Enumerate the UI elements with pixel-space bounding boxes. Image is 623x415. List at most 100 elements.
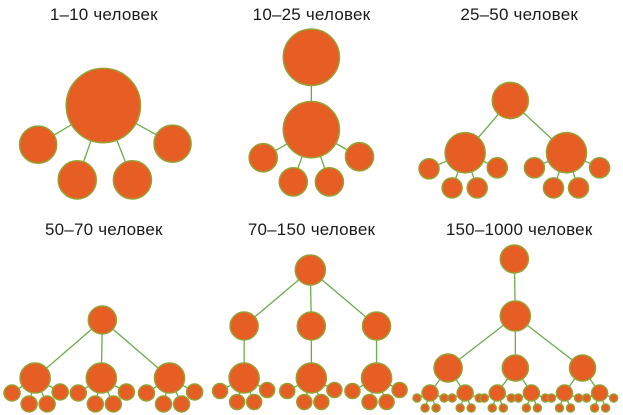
org-node-circle [447,393,458,403]
org-node-circle [295,362,327,394]
org-node-circle [85,362,118,394]
org-node-circle [590,403,600,413]
org-node-circle [278,167,308,197]
org-node-circle [185,383,204,401]
org-node-circle [104,395,123,413]
org-node-circle [278,382,296,400]
org-node-circle [282,28,340,87]
org-node-circle [154,395,173,413]
org-node-circle [112,160,153,200]
org-node-circle [87,305,118,335]
org-node-circle [211,382,228,400]
org-node-circle [487,403,498,413]
org-node-circle [569,354,597,382]
org-node-circle [227,362,260,394]
org-node-circle [582,393,592,403]
org-tree-svg [418,81,611,199]
org-node-circle [547,393,557,403]
panel-25-50-people: 25–50 человек [415,0,623,208]
org-node-circle [295,393,313,411]
org-node-circle [245,393,263,411]
org-node-circle [441,177,464,199]
org-node-circle [601,403,611,413]
org-node-circle [488,384,507,402]
panel-title: 10–25 человек [252,5,371,24]
org-node-circle [439,393,450,403]
org-node-circle [566,403,576,413]
org-node-circle [574,393,584,403]
org-node-circle [486,157,509,179]
org-tree-svg [18,67,192,200]
org-node-circle [542,177,565,199]
org-node-circle [498,403,509,413]
panel-50-70-people: 50–70 человек [0,208,208,415]
panel-150-1000-people: 150–1000 человек [412,208,623,415]
org-node-circle [344,141,374,172]
org-node-circle [390,381,408,399]
org-node-circle [546,131,588,174]
org-node-circle [466,403,477,413]
org-node-circle [360,362,393,394]
org-node-circle [69,384,88,402]
org-node-circle [153,124,192,164]
org-node-circle [296,311,326,341]
org-node-circle [521,403,532,413]
org-node-circle [421,384,440,402]
org-node-circle [491,81,530,120]
org-node-circle [499,244,530,274]
panel-70-150-people: 70–150 человек [208,208,416,415]
panel-1-10-people: 1–10 человек [0,0,208,208]
org-node-circle [466,177,489,199]
org-node-circle [51,383,69,401]
panel-title: 1–10 человек [49,5,158,24]
panel-10-25-people: 10–25 человек [208,0,416,208]
org-node-circle [456,384,475,402]
org-tree-svg [3,305,204,413]
org-tree-svg [412,244,619,413]
org-node-circle [38,395,56,413]
org-node-circle [360,393,378,411]
org-node-circle [361,311,391,341]
org-node-circle [433,353,464,383]
org-node-circle [455,403,466,413]
org-node-circle [314,167,344,197]
org-node-circle [20,395,38,413]
org-node-circle [591,384,609,402]
org-node-circle [555,403,565,413]
org-node-circle [513,393,524,403]
org-node-circle [153,362,186,394]
org-node-circle [228,311,259,341]
org-node-circle [444,131,487,174]
org-node-circle [3,384,21,402]
org-node-circle [137,384,156,402]
org-node-circle [282,100,340,159]
org-node-circle [312,393,330,411]
org-node-circle [294,254,326,286]
org-node-circle [258,381,276,399]
org-node-circle [501,354,530,382]
org-node-circle [556,384,574,402]
org-node-circle [172,395,191,413]
org-node-circle [228,393,246,411]
org-node-circle [532,403,543,413]
org-node-circle [412,393,423,403]
org-node-circle [18,125,58,165]
org-node-circle [589,157,611,179]
org-node-circle [57,160,98,200]
org-node-circle [377,393,395,411]
panel-title: 25–50 человек [460,5,578,24]
org-node-circle [499,300,532,332]
panel-title: 150–1000 человек [445,220,593,239]
panel-title: 70–150 человек [247,220,376,239]
org-node-circle [418,158,441,180]
org-node-circle [86,395,105,413]
org-node-circle [568,177,590,199]
org-node-circle [523,157,546,179]
org-node-circle [609,393,619,403]
org-node-circle [325,381,343,399]
org-node-circle [431,403,442,413]
org-node-circle [522,384,541,402]
org-node-circle [420,403,431,413]
org-node-circle [248,142,278,173]
